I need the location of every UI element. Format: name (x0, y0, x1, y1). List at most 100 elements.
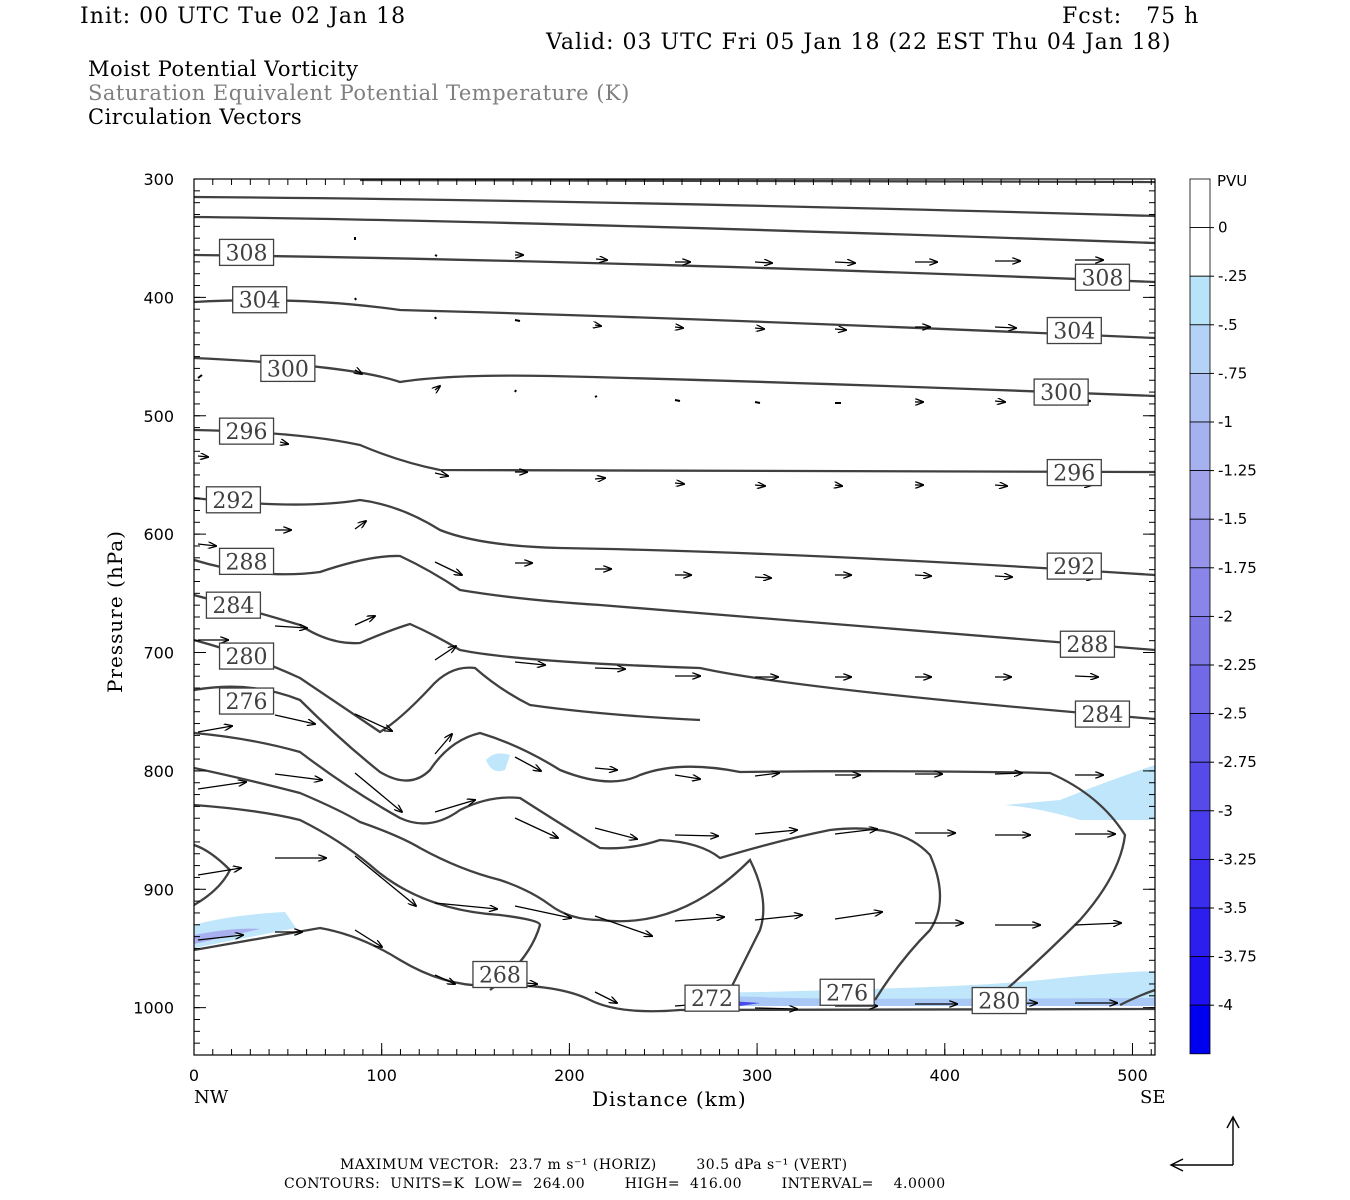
vector-arrow (594, 395, 598, 398)
contour-line (194, 593, 1155, 721)
vector-arrow (514, 389, 517, 393)
vector-arrow (434, 646, 456, 661)
contour-label: 284 (205, 591, 262, 619)
colorbar-segment (1189, 518, 1211, 569)
vector-arrow (834, 829, 877, 835)
vector-arrow (197, 456, 208, 457)
colorbar-label: -4 (1218, 996, 1233, 1014)
vector-arrow (754, 401, 761, 404)
vector-arrow (435, 386, 440, 390)
colorbar-label: 0 (1218, 219, 1228, 237)
contour-label: 300 (260, 354, 316, 382)
colorbar-label: -3.75 (1218, 948, 1257, 966)
svg-text:284: 284 (1081, 703, 1123, 728)
vector-arrow (834, 912, 882, 920)
axis-ticks (193, 178, 1155, 1056)
colorbar-label: -.5 (1218, 316, 1238, 334)
vector-arrow (1074, 676, 1098, 677)
contour-label: 276 (819, 978, 875, 1006)
vector-arrow (674, 399, 681, 402)
vector-arrow (994, 576, 1012, 577)
vector-arrow (834, 262, 855, 263)
vector-arrow (834, 329, 846, 330)
init-time: Init: 00 UTC Tue 02 Jan 18 (80, 4, 407, 29)
colorbar-segment (1189, 324, 1211, 374)
vector-arrow (354, 929, 382, 947)
endpoint-left-label: NW (194, 1087, 229, 1108)
svg-text:300: 300 (267, 357, 309, 382)
colorbar-label: -1.5 (1218, 510, 1247, 528)
svg-text:280: 280 (226, 645, 268, 670)
vector-arrow (514, 319, 521, 322)
contour-label: 304 (1046, 316, 1102, 345)
contour-line (194, 638, 701, 734)
vector-arrow (675, 327, 683, 328)
contour-label: 268 (472, 960, 528, 989)
vector-scale-icon (1169, 1115, 1240, 1172)
endpoint-right-label: SE (1140, 1087, 1166, 1108)
vector-arrow (754, 915, 802, 921)
contour-label: 280 (971, 986, 1027, 1015)
y-axis-title: Pressure (hPa) (103, 530, 127, 693)
vector-arrow (197, 935, 243, 941)
contour-label: 300 (1033, 378, 1089, 406)
vector-arrow (354, 772, 402, 812)
colorbar-segment (1189, 227, 1211, 277)
colorbar-segment (1189, 616, 1211, 666)
pv-colorbar: PVU 0 -.25 -.5 -.75 -1 -1.25 -1.5 -1.75 -2 -2.25 -2… (1189, 172, 1257, 1055)
contour-label: 288 (1059, 630, 1116, 658)
vector-arrow (594, 478, 605, 479)
colorbar-label: -2.5 (1218, 705, 1247, 723)
colorbar-segment (1189, 178, 1211, 228)
contour-label: 280 (218, 642, 275, 670)
colorbar-label: -2.25 (1218, 656, 1257, 674)
contour-label: 304 (232, 286, 288, 314)
contour-line (194, 496, 1155, 577)
vector-arrow (354, 616, 375, 626)
vector-arrow (434, 800, 475, 813)
vector-arrow (594, 768, 617, 770)
contour-label: 284 (1074, 700, 1131, 728)
vector-arrow (835, 485, 842, 486)
valid-time: Valid: 03 UTC Fri 05 Jan 18 (22 EST Thu … (546, 30, 1172, 55)
colorbar-label: -1.25 (1218, 462, 1257, 480)
theta-e-contours (194, 179, 1155, 1013)
vector-arrow (197, 726, 232, 733)
vector-arrow (434, 561, 462, 575)
colorbar-label: -.25 (1218, 267, 1247, 285)
y-tick-label: 300 (143, 170, 174, 189)
x-tick-label: 300 (742, 1066, 773, 1085)
vector-arrow (594, 827, 637, 839)
vector-arrow (355, 370, 362, 374)
vector-arrow (514, 756, 541, 771)
contour-line (194, 356, 1155, 398)
contour-label: 296 (218, 417, 275, 445)
x-tick-label: 400 (930, 1066, 961, 1085)
pv-shading (194, 753, 1155, 1006)
field-title-vectors: Circulation Vectors (88, 105, 303, 129)
vector-arrow (434, 254, 438, 257)
svg-text:268: 268 (479, 964, 521, 989)
vector-arrow (434, 316, 437, 320)
plot-frame (193, 178, 1156, 1056)
forecast-hour: Fcst: 75 h (1062, 4, 1200, 29)
colorbar-segment (1189, 810, 1211, 860)
vector-arrow (994, 327, 1016, 328)
svg-text:280: 280 (978, 990, 1020, 1015)
contour-line (194, 685, 1127, 996)
vector-arrow (354, 855, 416, 906)
vector-arrow (754, 262, 772, 263)
vector-arrow (197, 782, 246, 790)
vector-arrow (595, 259, 607, 260)
colorbar-label: -.75 (1218, 364, 1247, 382)
contour-label: 292 (205, 486, 262, 514)
vector-arrow (674, 835, 718, 836)
vector-arrow (994, 485, 1007, 486)
colorbar-segment (1189, 859, 1211, 909)
colorbar-segment (1189, 664, 1211, 714)
contour-label: 288 (218, 547, 275, 575)
svg-text:276: 276 (226, 690, 268, 715)
max-vector-note: MAXIMUM VECTOR: 23.7 m s⁻¹ (HORIZ) 30.5 … (340, 1157, 848, 1173)
colorbar-segment (1189, 275, 1211, 326)
